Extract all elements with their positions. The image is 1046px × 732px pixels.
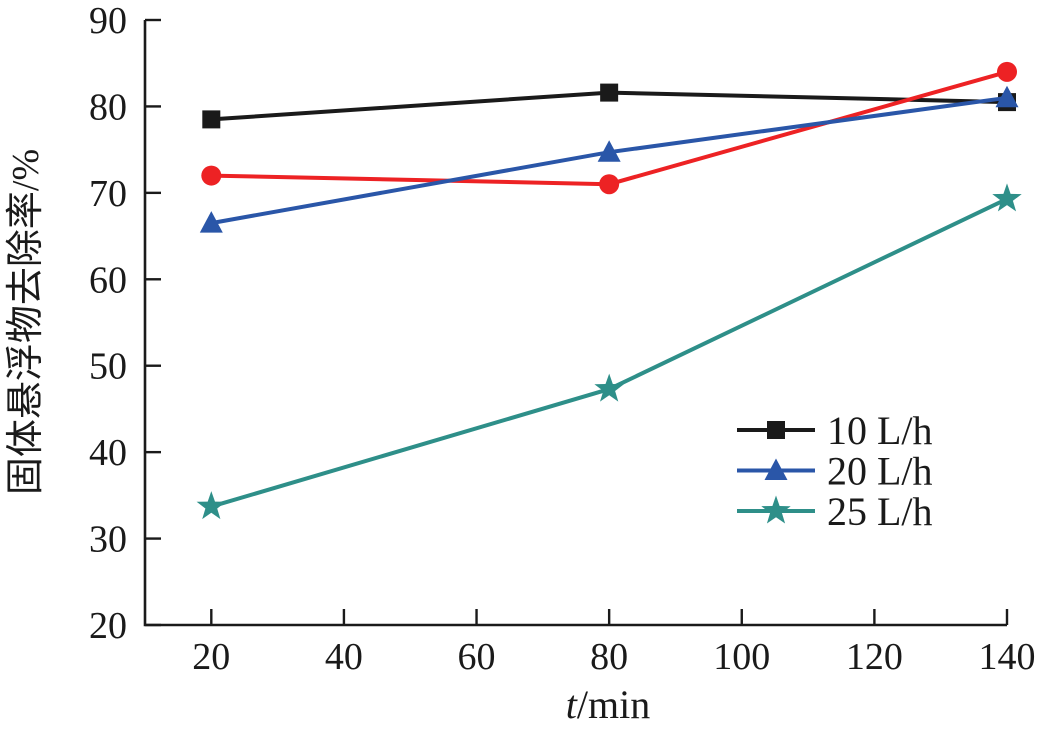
- circle-marker: [201, 165, 222, 186]
- legend-label: 20 L/h: [827, 449, 933, 494]
- star-marker: [992, 183, 1022, 212]
- x-axis-ticks: 20 40 60 80 100 120 140: [192, 609, 1036, 678]
- series-25-l-h: [196, 183, 1022, 520]
- y-tick-label: 70: [89, 173, 127, 215]
- x-tick-label: 120: [846, 636, 903, 678]
- legend-item-10-l-h: 10 L/h: [737, 408, 933, 453]
- x-tick-label: 60: [458, 636, 496, 678]
- square-marker: [767, 421, 785, 439]
- legend: 10 L/h20 L/h25 L/h: [737, 408, 933, 534]
- legend-label: 10 L/h: [827, 408, 933, 453]
- y-tick-label: 90: [89, 0, 127, 42]
- x-tick-label: 140: [979, 636, 1036, 678]
- circle-marker: [599, 174, 620, 195]
- x-tick-label: 80: [590, 636, 628, 678]
- x-axis-label: t/min: [566, 682, 650, 727]
- legend-item-25-l-h: 25 L/h: [737, 489, 933, 534]
- star-marker: [196, 491, 226, 520]
- y-tick-label: 20: [89, 605, 127, 647]
- series-20-l-h: [199, 85, 1019, 233]
- axes: 20 40 60 80 100 120 140 20 30 40 50 60 70 80 90: [89, 0, 1036, 678]
- triangle-marker: [199, 211, 223, 233]
- x-tick-label: 100: [713, 636, 770, 678]
- series-10-l-h: [202, 83, 1016, 129]
- legend-label: 25 L/h: [827, 489, 933, 534]
- square-marker: [600, 83, 619, 102]
- series-unlabeled: [201, 61, 1017, 195]
- y-tick-label: 80: [89, 86, 127, 128]
- axis-spines: [143, 20, 1007, 627]
- y-tick-label: 30: [89, 519, 127, 561]
- legend-item-20-l-h: 20 L/h: [737, 449, 933, 494]
- y-axis-ticks: 20 30 40 50 60 70 80 90: [89, 0, 161, 647]
- circle-marker: [997, 61, 1017, 82]
- triangle-marker: [764, 458, 788, 480]
- y-tick-label: 60: [89, 259, 127, 301]
- y-tick-label: 50: [89, 346, 127, 388]
- y-tick-label: 40: [89, 432, 127, 474]
- y-axis-label: 固体悬浮物去除率/%: [5, 149, 47, 495]
- x-tick-label: 40: [325, 636, 363, 678]
- star-marker: [761, 495, 791, 524]
- star-marker: [594, 373, 624, 402]
- square-marker: [202, 110, 221, 129]
- triangle-marker: [597, 140, 621, 162]
- triangle-marker: [995, 85, 1019, 108]
- x-tick-label: 20: [192, 636, 230, 678]
